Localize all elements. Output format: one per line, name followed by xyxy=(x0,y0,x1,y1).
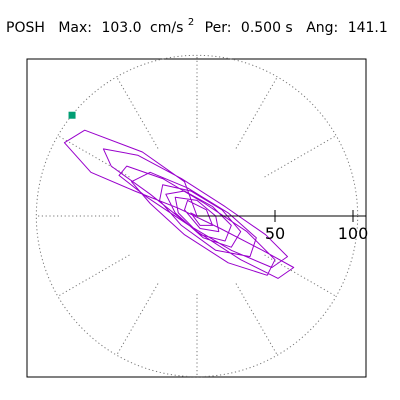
peak-marker xyxy=(68,111,76,119)
guide-spoke-300 xyxy=(235,283,278,356)
trace-series-1 xyxy=(63,129,295,279)
radial-axis: 50 100 xyxy=(197,210,368,243)
guide-spoke-30 xyxy=(264,135,337,178)
guide-spoke-120 xyxy=(116,76,159,149)
title-angle-value: 141.1 xyxy=(348,20,388,36)
radial-tick-label-50: 50 xyxy=(265,224,285,243)
title-period-value: 0.500 s xyxy=(241,20,293,36)
guide-spoke-60 xyxy=(235,76,278,149)
title-station: POSH xyxy=(6,20,45,36)
guide-spoke-210 xyxy=(57,254,130,297)
radial-tick-label-100: 100 xyxy=(338,224,369,243)
motion-trace xyxy=(63,129,295,279)
title-period-label: Per: xyxy=(205,20,232,36)
guide-spoke-240 xyxy=(116,283,159,356)
chart-title: POSH Max: 103.0 cm/s 2 Per: 0.500 s Ang:… xyxy=(6,13,388,36)
title-max-value: 103.0 xyxy=(101,20,141,36)
plot-frame xyxy=(26,58,367,378)
title-max-label: Max: xyxy=(58,20,92,36)
peak-marker-group xyxy=(68,111,76,119)
title-max-unit: cm/s xyxy=(150,20,183,36)
title-angle-label: Ang: xyxy=(306,20,338,36)
guide-spoke-150 xyxy=(57,135,130,178)
title-max-unit-exponent: 2 xyxy=(188,17,194,28)
guide-spoke-330 xyxy=(264,254,337,297)
